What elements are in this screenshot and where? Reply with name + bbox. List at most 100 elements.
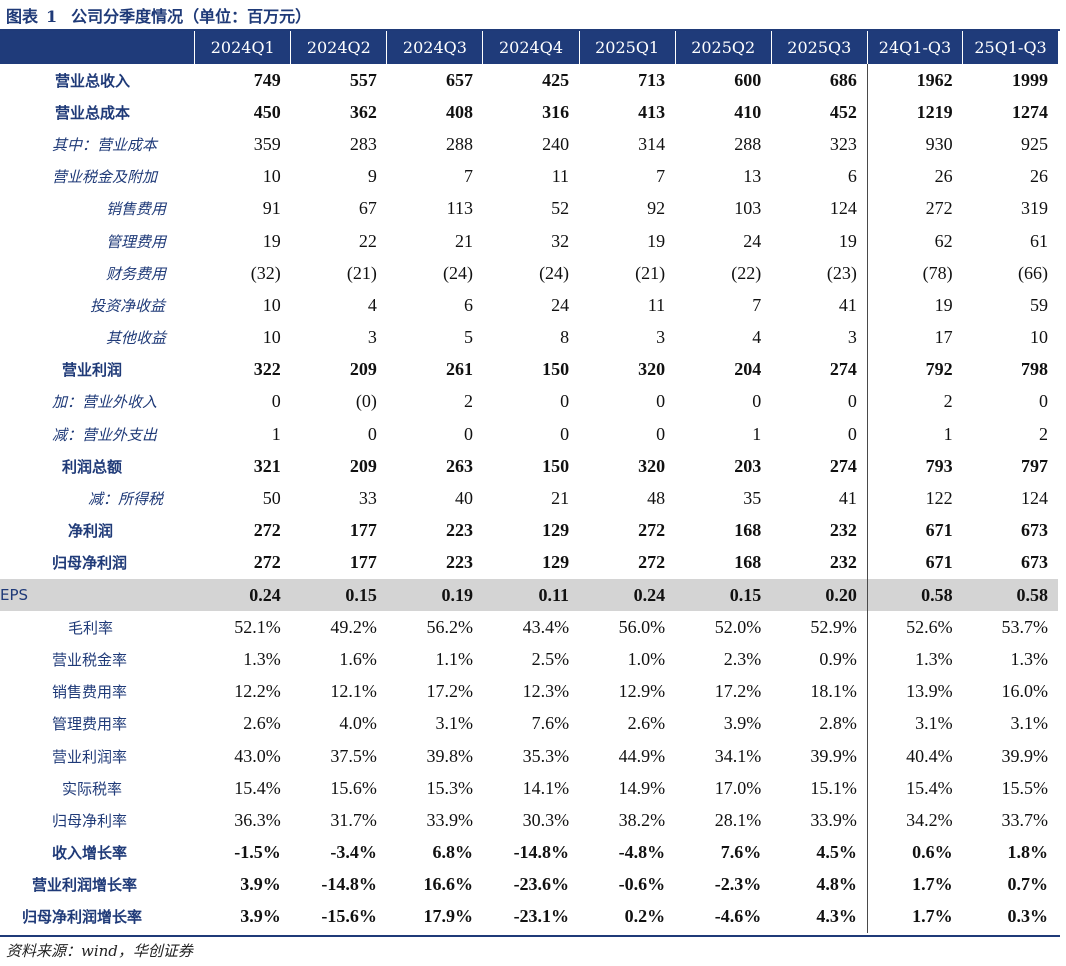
table-cell: 0 (847, 423, 857, 444)
table-cell: 3.9% (240, 906, 281, 927)
table-cell: 12.1% (330, 681, 377, 702)
table-cell: 52.1% (234, 616, 281, 637)
table-row: EPS 0.24 0.15 0.19 0.11 0.24 0.15 0.20 0.58 0.58 (0, 579, 1058, 612)
table-row: 减：所得税 50 33 40 21 48 35 41 122 124 (0, 482, 1058, 515)
table-cell: 19 (262, 230, 281, 251)
table-cell: 4.3% (816, 906, 857, 927)
table-cell: 359 (253, 133, 281, 154)
table-cell: 797 (1021, 455, 1048, 476)
table-cell: 272 (253, 520, 281, 541)
table-cell: 168 (734, 552, 762, 573)
row-label: 其中：营业成本 (52, 135, 158, 154)
figure-title: 图表 1 公司分季度情况（单位：百万元） (6, 3, 311, 27)
table-cell: 1.3% (243, 648, 281, 669)
table-cell: 67 (358, 198, 377, 219)
table-cell: 263 (445, 455, 473, 476)
table-row: 营业税金及附加 10 9 7 11 7 13 6 26 26 (0, 160, 1058, 193)
row-label: 毛利率 (68, 618, 114, 637)
table-row: 营业总收入 749 557 657 425 713 600 686 1962 1999 (0, 64, 1058, 97)
table-cell: 2 (1039, 423, 1048, 444)
table-cell: 223 (445, 520, 473, 541)
table-cell: 0 (847, 391, 857, 412)
table-cell: (32) (250, 262, 281, 283)
table-cell: 12.9% (618, 681, 666, 702)
table-cell: 1999 (1012, 69, 1048, 90)
table-cell: 35.3% (522, 745, 570, 766)
table-cell: 26 (1030, 166, 1048, 187)
table-cell: (22) (731, 262, 762, 283)
table-cell: 14.9% (618, 777, 666, 798)
table-cell: 41 (838, 488, 857, 509)
row-label: 归母净利润增长率 (22, 908, 143, 927)
table-cell: 11 (647, 294, 666, 315)
table-cell: 177 (349, 520, 377, 541)
table-cell: 35 (743, 488, 762, 509)
table-cell: -2.3% (714, 874, 762, 895)
table-cell: 62 (866, 224, 963, 258)
table-cell: -14.8% (513, 842, 570, 863)
table-cell: -23.1% (513, 906, 570, 927)
row-label: 营业总收入 (55, 71, 131, 90)
table-cell: 1.1% (435, 648, 473, 669)
row-label: 营业利润 (62, 361, 123, 380)
row-label: 其他收益 (106, 329, 167, 348)
table-cell: 15.3% (426, 777, 473, 798)
table-cell: 16.6% (423, 874, 473, 895)
table-cell: 52 (551, 198, 570, 219)
table-cell: 7 (752, 294, 762, 315)
table-cell: 1 (271, 423, 281, 444)
table-cell: 3.9% (240, 874, 281, 895)
table-cell: 413 (638, 101, 666, 122)
table-row: 归母净利率 36.3% 31.7% 33.9% 30.3% 38.2% 28.1% 33.9%… (0, 804, 1058, 837)
table-cell: 19 (647, 230, 666, 251)
table-cell: 316 (542, 101, 570, 122)
table-cell: 452 (829, 101, 857, 122)
table-cell: 39.8% (426, 745, 473, 766)
table-row: 销售费用 91 67 113 52 92 103 124 272 319 (0, 192, 1058, 225)
row-label: 营业总成本 (55, 103, 131, 122)
table-cell: -14.8% (321, 874, 377, 895)
table-cell: (23) (826, 262, 857, 283)
column-header: 2024Q3 (386, 31, 483, 64)
table-cell: 657 (445, 69, 473, 90)
table-cell: 0.20 (771, 579, 868, 612)
table-row: 毛利率 52.1% 49.2% 56.2% 43.4% 56.0% 52.0% 52.9% 52… (0, 611, 1058, 644)
table-cell: -4.8% (618, 842, 666, 863)
table-cell: 1.3% (1010, 648, 1049, 669)
table-cell: 61 (1030, 230, 1048, 251)
table-cell: 3 (656, 327, 666, 348)
table-cell: 2 (866, 385, 963, 419)
table-cell: 792 (866, 353, 963, 386)
row-label: 管理费用 (106, 232, 167, 251)
table-cell: 52.0% (714, 616, 762, 637)
table-cell: 272 (866, 192, 963, 225)
table-cell: 7.6% (720, 842, 762, 863)
table-cell: 18.1% (810, 681, 857, 702)
table-cell: 30.3% (522, 809, 570, 830)
table-cell: 1.0% (627, 648, 666, 669)
table-cell: 272 (253, 552, 281, 573)
table-cell: 272 (638, 552, 666, 573)
table-cell: 793 (866, 450, 963, 483)
table-cell: 21 (454, 230, 473, 251)
table-cell: 925 (1021, 133, 1048, 154)
table-cell: 1 (866, 418, 963, 451)
table-cell: 3 (847, 327, 857, 348)
table-cell: 0.58 (962, 579, 1058, 612)
table-cell: 38.2% (618, 809, 666, 830)
table-cell: 0 (367, 423, 377, 444)
table-cell: 274 (829, 359, 857, 380)
table-row: 营业税金率 1.3% 1.6% 1.1% 2.5% 1.0% 2.3% 0.9% 1.3% 1.3… (0, 643, 1058, 676)
table-row: 利润总额 321 209 263 150 320 203 274 793 797 (0, 450, 1058, 483)
table-cell: 9 (367, 166, 377, 187)
table-row: 减：营业外支出 1 0 0 0 0 1 0 1 2 (0, 418, 1058, 451)
table-cell: 930 (866, 128, 963, 161)
table-cell: 15.4% (866, 772, 963, 805)
table-cell: 686 (829, 69, 857, 90)
table-row: 净利润 272 177 223 129 272 168 232 671 673 (0, 514, 1058, 547)
table-cell: 7 (463, 166, 473, 187)
table-cell: 13 (743, 166, 762, 187)
table-cell: 319 (1021, 198, 1048, 219)
table-cell: 1.7% (866, 900, 963, 934)
table-cell: 3.1% (866, 707, 963, 740)
